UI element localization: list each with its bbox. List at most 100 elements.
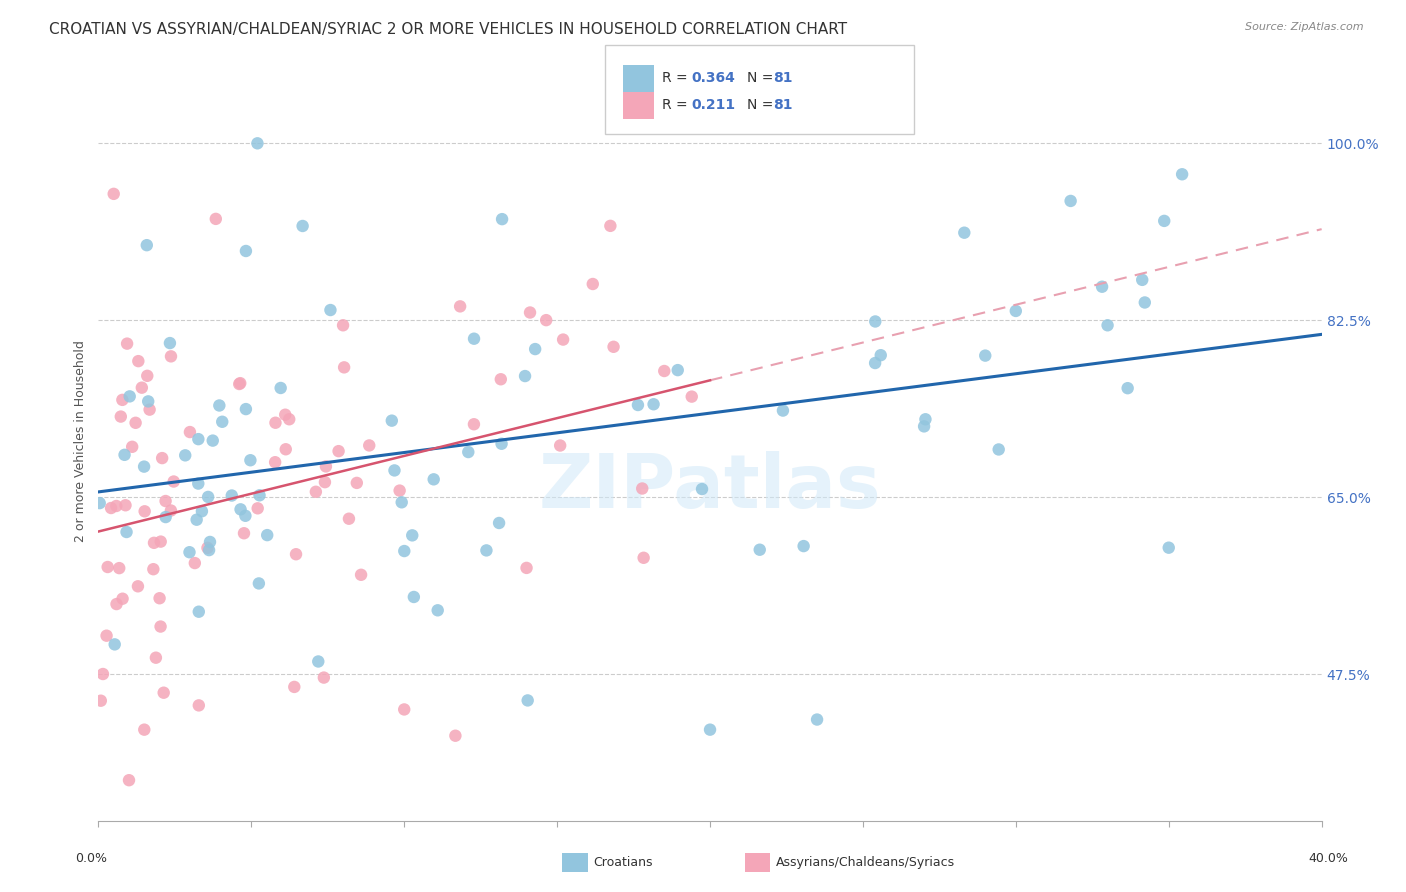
- Point: [426, 603, 449, 617]
- Point: [388, 483, 411, 498]
- Point: [1130, 273, 1153, 287]
- Point: [1116, 381, 1139, 395]
- Point: [132, 459, 155, 474]
- Point: [463, 332, 485, 346]
- Point: [748, 542, 770, 557]
- Point: [772, 403, 794, 417]
- Text: 81: 81: [773, 71, 793, 86]
- Point: [229, 376, 252, 391]
- Point: [392, 702, 416, 716]
- Point: [457, 445, 479, 459]
- Text: 40.0%: 40.0%: [1309, 852, 1348, 865]
- Point: [228, 377, 250, 392]
- Point: [159, 336, 181, 351]
- Point: [534, 313, 557, 327]
- Point: [155, 494, 177, 508]
- Point: [350, 567, 373, 582]
- Point: [666, 363, 689, 377]
- Text: 0.0%: 0.0%: [76, 852, 107, 865]
- Point: [115, 524, 138, 539]
- Point: [145, 650, 167, 665]
- Point: [699, 723, 721, 737]
- Point: [865, 314, 887, 328]
- Point: [1133, 295, 1156, 310]
- Point: [333, 360, 356, 375]
- Point: [114, 498, 136, 512]
- Point: [134, 504, 156, 518]
- Text: 81: 81: [773, 98, 793, 112]
- Point: [211, 415, 233, 429]
- Point: [912, 419, 935, 434]
- Point: [118, 389, 141, 403]
- Point: [198, 543, 221, 558]
- Point: [422, 472, 444, 486]
- Text: 0.211: 0.211: [692, 98, 735, 112]
- Point: [127, 579, 149, 593]
- Point: [291, 219, 314, 233]
- Point: [1059, 194, 1081, 208]
- Point: [124, 416, 146, 430]
- Point: [332, 318, 354, 333]
- Point: [314, 475, 336, 490]
- Point: [307, 655, 329, 669]
- Point: [402, 590, 425, 604]
- Point: [111, 392, 134, 407]
- Point: [384, 463, 406, 477]
- Point: [187, 698, 209, 713]
- Point: [142, 562, 165, 576]
- Point: [201, 434, 224, 448]
- Point: [150, 451, 173, 466]
- Point: [488, 516, 510, 530]
- Point: [127, 354, 149, 368]
- Point: [131, 381, 153, 395]
- Point: [582, 277, 605, 291]
- Point: [108, 561, 131, 575]
- Point: [135, 238, 157, 252]
- Point: [105, 499, 128, 513]
- Point: [337, 512, 360, 526]
- Point: [197, 541, 219, 555]
- Point: [953, 226, 976, 240]
- Point: [249, 488, 271, 502]
- Point: [103, 186, 125, 201]
- Point: [197, 490, 219, 504]
- Point: [91, 667, 114, 681]
- Point: [274, 408, 297, 422]
- Point: [631, 482, 654, 496]
- Point: [179, 425, 201, 439]
- Point: [489, 372, 512, 386]
- Text: N =: N =: [747, 71, 778, 86]
- Point: [100, 501, 122, 516]
- Point: [208, 399, 231, 413]
- Point: [491, 212, 513, 227]
- Point: [974, 349, 997, 363]
- Point: [184, 556, 207, 570]
- Point: [869, 348, 891, 362]
- Point: [149, 619, 172, 633]
- Point: [633, 550, 655, 565]
- Point: [143, 536, 166, 550]
- Point: [264, 416, 287, 430]
- Point: [256, 528, 278, 542]
- Point: [599, 219, 621, 233]
- Text: Source: ZipAtlas.com: Source: ZipAtlas.com: [1246, 22, 1364, 32]
- Point: [235, 244, 257, 258]
- Text: 0.364: 0.364: [692, 71, 735, 86]
- Point: [806, 713, 828, 727]
- Point: [160, 349, 183, 363]
- Point: [391, 495, 413, 509]
- Point: [115, 336, 138, 351]
- Point: [105, 597, 128, 611]
- Point: [104, 637, 127, 651]
- Text: N =: N =: [747, 98, 778, 112]
- Point: [191, 504, 214, 518]
- Point: [1153, 214, 1175, 228]
- Point: [319, 303, 342, 318]
- Point: [602, 340, 624, 354]
- Point: [359, 438, 381, 452]
- Point: [155, 510, 177, 524]
- Point: [270, 381, 292, 395]
- Point: [475, 543, 498, 558]
- Text: Croatians: Croatians: [593, 856, 652, 869]
- Point: [553, 333, 575, 347]
